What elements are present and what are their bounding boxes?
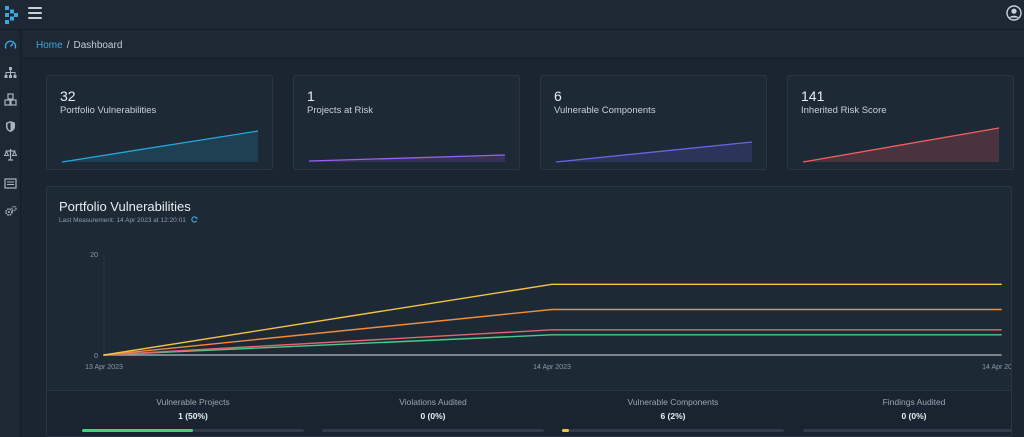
series-point <box>1000 283 1002 286</box>
stat-progress-bar <box>803 429 1011 432</box>
card-inherited-risk-score[interactable]: 141 Inherited Risk Score <box>787 75 1014 170</box>
last-measurement-text: Last Measurement: 14 Apr 2023 at 12:20:0… <box>59 217 186 224</box>
stat-findings-audited: Findings Audited 0 (0%) <box>803 397 1011 432</box>
licenses-balance-icon <box>3 148 17 161</box>
y-tick-label: 0 <box>94 353 98 360</box>
stat-value: 0 (0%) <box>420 411 446 421</box>
stat-progress-bar <box>562 429 784 432</box>
policy-list-icon <box>3 177 17 189</box>
y-tick-label: 20 <box>90 252 98 259</box>
card-count: 141 <box>801 88 825 104</box>
card-sparkline <box>802 127 1000 163</box>
stat-label: Findings Audited <box>882 397 946 407</box>
stat-vulnerable-projects: Vulnerable Projects 1 (50%) <box>82 397 304 432</box>
series-point <box>551 283 553 286</box>
stat-label: Violations Audited <box>399 397 467 407</box>
card-sparkline <box>61 130 259 163</box>
sidebar-item-projects[interactable] <box>2 64 18 80</box>
sidebar-item-licenses[interactable] <box>2 146 18 162</box>
stat-progress-bar <box>322 429 544 432</box>
x-tick-label: 13 Apr 2023 <box>85 364 123 371</box>
card-label: Portfolio Vulnerabilities <box>60 105 157 116</box>
portfolio-vulnerabilities-chart: 0 20 13 Apr 2023 14 Apr 2023 14 Apr 2023 <box>85 252 1012 371</box>
stat-label: Vulnerable Projects <box>156 397 230 407</box>
card-count: 32 <box>60 88 76 104</box>
stat-vulnerable-components: Vulnerable Components 6 (2%) <box>562 397 784 432</box>
components-cubes-icon <box>3 92 17 106</box>
user-avatar-icon[interactable] <box>1006 5 1022 21</box>
series-point <box>1000 354 1002 356</box>
sidebar-item-components[interactable] <box>2 91 18 107</box>
card-label: Vulnerable Components <box>554 105 656 116</box>
card-label: Projects at Risk <box>307 105 373 116</box>
breadcrumb-bar: Home / Dashboard <box>22 30 1024 59</box>
series-line <box>103 308 1001 356</box>
series-point <box>103 354 105 356</box>
series-point <box>551 308 553 311</box>
stats-footer: Vulnerable Projects 1 (50%) Violations A… <box>47 390 1011 436</box>
card-projects-at-risk[interactable]: 1 Projects at Risk <box>293 75 520 170</box>
dashboard-gauge-icon <box>4 40 16 49</box>
card-label: Inherited Risk Score <box>801 105 887 116</box>
stat-violations-audited: Violations Audited 0 (0%) <box>322 397 544 432</box>
card-count: 6 <box>554 88 562 104</box>
hamburger-icon[interactable] <box>28 7 42 21</box>
card-sparkline <box>308 154 506 162</box>
sidebar-item-vulnerabilities[interactable] <box>2 118 18 134</box>
card-vulnerable-components[interactable]: 6 Vulnerable Components <box>540 75 767 170</box>
series-point <box>551 329 553 331</box>
dependency-track-logo[interactable] <box>4 5 18 25</box>
card-count: 1 <box>307 88 315 104</box>
stat-value: 0 (0%) <box>901 411 927 421</box>
dashboard-main: 32 Portfolio Vulnerabilities 1 Projects … <box>22 59 1024 437</box>
series-point <box>1000 334 1002 336</box>
breadcrumb-home-link[interactable]: Home <box>36 40 63 51</box>
series-point <box>1000 329 1002 331</box>
top-navbar <box>0 0 1024 30</box>
x-tick-label: 14 Apr 2023 <box>982 364 1012 371</box>
stat-progress-bar <box>82 429 304 432</box>
stat-value: 6 (2%) <box>660 411 686 421</box>
breadcrumb: Home / Dashboard <box>36 40 122 51</box>
x-tick-label: 14 Apr 2023 <box>533 364 571 371</box>
card-portfolio-vulnerabilities[interactable]: 32 Portfolio Vulnerabilities <box>46 75 273 170</box>
portfolio-vulnerabilities-panel: Portfolio Vulnerabilities Last Measureme… <box>46 186 1012 437</box>
series-line <box>103 283 1001 356</box>
series-point <box>551 334 553 336</box>
admin-cogs-icon <box>4 205 17 216</box>
breadcrumb-current: Dashboard <box>73 40 123 51</box>
series-point <box>1000 308 1002 311</box>
projects-sitemap-icon <box>4 66 16 78</box>
series-line <box>103 334 1001 356</box>
card-sparkline <box>555 141 753 163</box>
refresh-icon[interactable] <box>190 216 198 223</box>
panel-title: Portfolio Vulnerabilities <box>59 199 191 214</box>
stat-value: 1 (50%) <box>178 411 208 421</box>
last-measurement: Last Measurement: 14 Apr 2023 at 12:20:0… <box>59 216 198 224</box>
sidebar <box>0 30 21 437</box>
stat-label: Vulnerable Components <box>627 397 719 407</box>
stat-progress-fill <box>82 429 193 432</box>
sidebar-item-policy[interactable] <box>2 175 18 191</box>
series-point <box>551 354 553 356</box>
vulnerabilities-shield-icon <box>5 120 15 132</box>
breadcrumb-separator: / <box>66 40 70 51</box>
stat-progress-fill <box>562 429 569 432</box>
sidebar-item-admin[interactable] <box>2 203 18 219</box>
sidebar-item-dashboard[interactable] <box>2 37 18 53</box>
